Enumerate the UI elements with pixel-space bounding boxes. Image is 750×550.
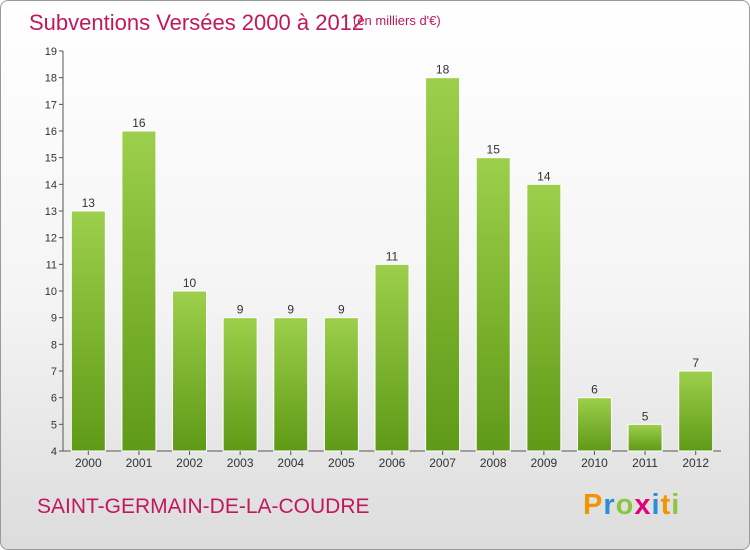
bar [627, 423, 663, 452]
commune-name: SAINT-GERMAIN-DE-LA-COUDRE [37, 495, 370, 518]
bar-value-label: 18 [436, 63, 450, 77]
x-tick-label: 2006 [379, 456, 406, 470]
bar-value-label: 9 [237, 303, 244, 317]
y-tick-label: 7 [51, 366, 57, 378]
x-tick-label: 2002 [176, 456, 203, 470]
bar [323, 317, 359, 452]
y-tick-label: 9 [51, 313, 57, 325]
bar-value-label: 9 [338, 303, 345, 317]
y-tick-label: 4 [51, 446, 57, 458]
x-tick-label: 2004 [277, 456, 304, 470]
x-tick-label: 2012 [682, 456, 709, 470]
bar-value-label: 5 [642, 409, 649, 423]
proxiti-logo: Proxiti [583, 489, 680, 522]
y-tick-label: 5 [51, 419, 57, 431]
logo-letter: o [615, 489, 635, 521]
bar-value-label: 9 [287, 303, 294, 317]
bar-value-label: 14 [537, 169, 551, 183]
chart-subtitle: (en milliers d'€) [353, 13, 441, 28]
x-tick-label: 2010 [581, 456, 608, 470]
bar-value-label: 11 [386, 249, 399, 263]
bar [526, 183, 562, 452]
y-tick-label: 6 [51, 393, 57, 405]
bar [70, 210, 106, 452]
y-tick-label: 11 [46, 259, 57, 271]
logo-letter: i [651, 489, 661, 521]
bar-value-label: 15 [487, 143, 501, 157]
y-tick-label: 18 [45, 73, 57, 85]
y-tick-label: 13 [45, 206, 57, 218]
x-tick-label: 2009 [530, 456, 557, 470]
x-tick-label: 2011 [632, 456, 658, 470]
x-tick-label: 2007 [429, 456, 456, 470]
y-tick-label: 12 [45, 233, 57, 245]
bar [121, 130, 157, 452]
bar-value-label: 16 [132, 116, 146, 130]
bar [273, 317, 309, 452]
bar [172, 290, 208, 452]
logo-letter: t [660, 489, 672, 521]
logo-letter: x [634, 489, 652, 521]
y-tick-label: 17 [45, 99, 57, 111]
bar [576, 397, 612, 452]
y-tick-label: 19 [45, 46, 57, 58]
bar-value-label: 7 [692, 356, 699, 370]
x-tick-label: 2005 [328, 456, 355, 470]
x-tick-label: 2008 [480, 456, 507, 470]
y-tick-label: 14 [45, 179, 57, 191]
logo-letter: r [603, 489, 616, 521]
logo-letter: P [583, 489, 604, 521]
chart-title: Subventions Versées 2000 à 2012 [29, 10, 365, 35]
logo-letter: i [671, 489, 681, 521]
y-tick-label: 15 [45, 153, 57, 165]
x-tick-label: 2001 [126, 456, 153, 470]
x-tick-label: 2003 [227, 456, 254, 470]
bar-value-label: 13 [82, 196, 96, 210]
bar [374, 263, 410, 452]
bar-value-label: 6 [591, 383, 598, 397]
bar [678, 370, 714, 452]
y-tick-label: 8 [51, 339, 57, 351]
bar [222, 317, 258, 452]
bar [425, 77, 461, 452]
y-tick-label: 10 [45, 286, 57, 298]
x-tick-label: 2000 [75, 456, 102, 470]
y-tick-label: 16 [45, 126, 57, 138]
bar [475, 157, 511, 452]
bar-value-label: 10 [183, 276, 197, 290]
